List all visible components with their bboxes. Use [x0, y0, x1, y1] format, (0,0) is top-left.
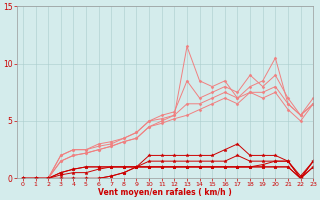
- X-axis label: Vent moyen/en rafales ( km/h ): Vent moyen/en rafales ( km/h ): [98, 188, 232, 197]
